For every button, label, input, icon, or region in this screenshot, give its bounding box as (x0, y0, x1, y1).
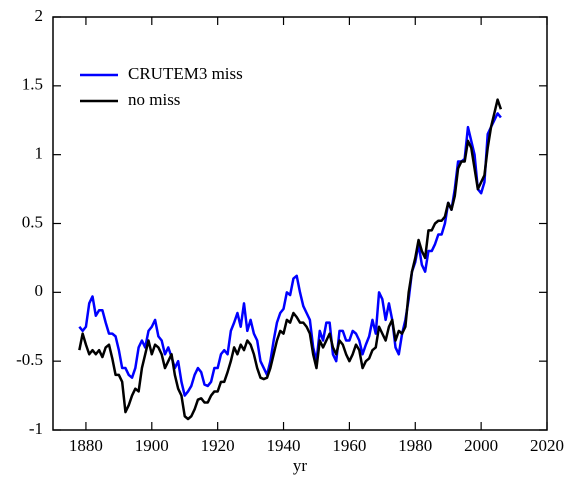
series-line (78, 98, 503, 421)
x-tick-label: 1900 (135, 436, 169, 455)
x-tick-label: 1980 (398, 436, 432, 455)
y-tick-label: 2 (35, 6, 44, 25)
y-tick-label: 0.5 (22, 212, 43, 231)
x-axis-label: yr (293, 456, 308, 475)
series-line (78, 112, 502, 397)
y-tick-label: 1 (35, 144, 44, 163)
y-tick-label: -1 (29, 419, 43, 438)
x-tick-label: 2000 (464, 436, 498, 455)
y-tick-label: -0.5 (16, 350, 43, 369)
legend-label: no miss (128, 90, 180, 109)
x-tick-label: 1920 (201, 436, 235, 455)
y-tick-label: 0 (35, 281, 44, 300)
x-tick-label: 1960 (332, 436, 366, 455)
x-tick-label: 2020 (530, 436, 564, 455)
x-tick-label: 1940 (267, 436, 301, 455)
legend-label: CRUTEM3 miss (128, 64, 243, 83)
x-tick-label: 1880 (69, 436, 103, 455)
y-tick-label: 1.5 (22, 75, 43, 94)
